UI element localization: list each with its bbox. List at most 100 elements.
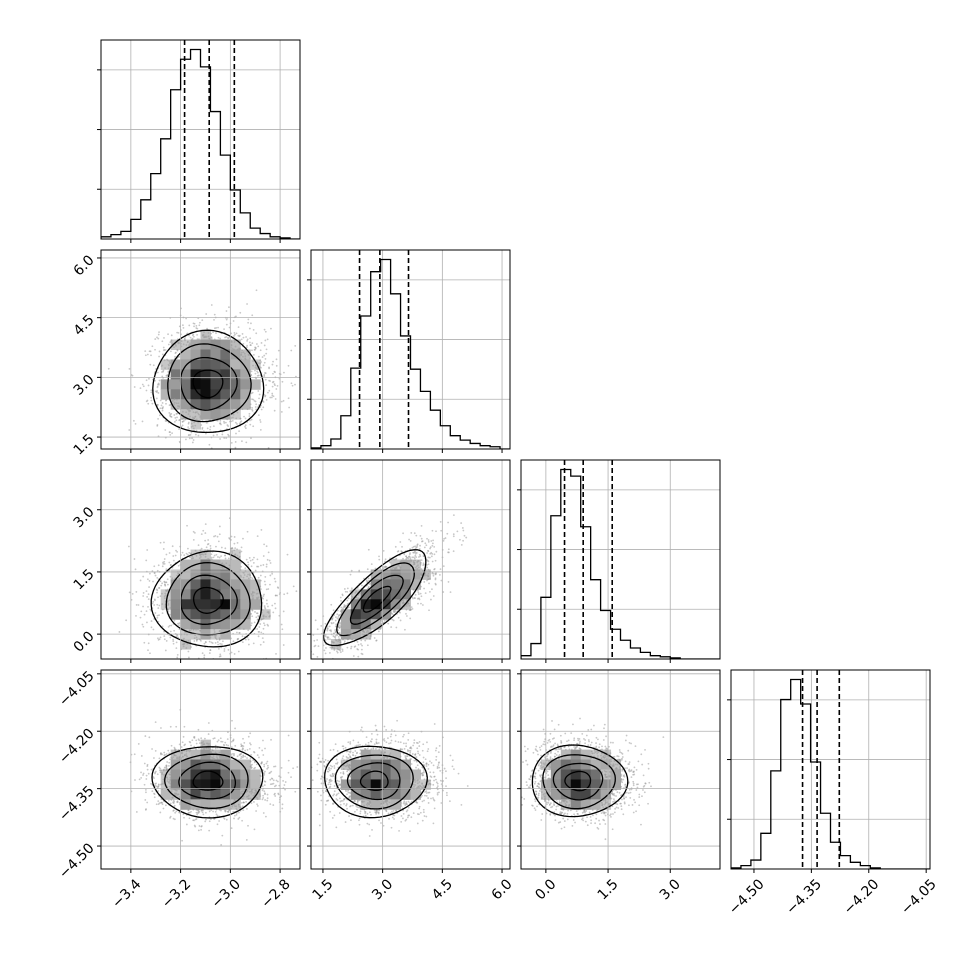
sample-point	[169, 776, 172, 779]
sample-point	[375, 812, 378, 815]
sample-point	[333, 793, 336, 796]
sample-point	[202, 741, 205, 743]
sample-point	[256, 805, 259, 807]
sample-point	[272, 779, 275, 782]
sample-point	[218, 629, 221, 632]
sample-point	[622, 795, 625, 798]
sample-point	[600, 754, 602, 757]
sample-point	[410, 532, 413, 534]
sample-point	[341, 594, 344, 597]
sample-point	[247, 561, 249, 564]
sample-point	[223, 328, 225, 331]
sample-point	[169, 403, 172, 406]
sample-point	[422, 756, 425, 759]
sample-point	[226, 738, 229, 741]
sample-point	[184, 743, 187, 746]
sample-point	[203, 642, 206, 645]
sample-point	[433, 553, 436, 556]
sample-point	[624, 760, 627, 763]
sample-point	[258, 630, 261, 633]
sample-point	[342, 799, 344, 802]
sample-point	[420, 568, 423, 570]
sample-point	[540, 745, 543, 747]
sample-point	[250, 622, 253, 625]
sample-point	[128, 591, 131, 594]
sample-point	[185, 344, 188, 346]
sample-point	[154, 785, 157, 787]
sample-point	[207, 539, 210, 541]
sample-point	[198, 742, 201, 744]
sample-point	[208, 820, 211, 823]
sample-point	[185, 750, 188, 753]
sample-point	[133, 753, 136, 756]
sample-point	[263, 622, 265, 625]
sample-point	[433, 568, 436, 570]
sample-point	[247, 577, 250, 580]
sample-point	[146, 595, 149, 598]
sample-point	[382, 549, 385, 552]
sample-point	[422, 564, 425, 566]
sample-point	[217, 643, 220, 646]
sample-point	[578, 747, 581, 750]
density-cell	[330, 639, 342, 650]
sample-point	[619, 751, 621, 753]
sample-point	[234, 744, 237, 747]
sample-point	[259, 574, 262, 577]
sample-point	[358, 823, 361, 826]
sample-point	[249, 403, 252, 406]
sample-point	[272, 372, 274, 375]
sample-point	[213, 554, 216, 557]
sample-point	[193, 335, 195, 338]
sample-point	[137, 743, 140, 745]
density-cell	[230, 769, 241, 780]
sample-point	[163, 580, 166, 583]
panel-frame	[310, 669, 511, 870]
sample-point	[209, 818, 212, 821]
y-tick-label: 1.5	[71, 566, 98, 593]
sample-point	[447, 548, 450, 551]
sample-point	[187, 413, 190, 416]
sample-point	[259, 362, 262, 365]
histogram-bars	[311, 250, 510, 449]
density-cell	[370, 569, 382, 580]
sample-point	[162, 807, 165, 810]
sample-point	[167, 603, 170, 606]
sample-point	[430, 797, 432, 800]
sample-point	[369, 805, 372, 807]
sample-point	[204, 555, 207, 558]
sample-point	[209, 636, 212, 639]
sample-point	[169, 433, 172, 436]
sample-point	[348, 766, 351, 769]
sample-point	[163, 766, 166, 769]
sample-point	[193, 745, 196, 748]
sample-point	[249, 357, 251, 360]
sample-point	[420, 791, 422, 794]
sample-point	[566, 818, 569, 821]
sample-point	[178, 622, 181, 625]
sample-point	[546, 757, 549, 760]
sample-point	[233, 339, 236, 342]
sample-point	[180, 340, 183, 343]
sample-point	[275, 358, 278, 361]
sample-point	[339, 622, 342, 625]
sample-point	[516, 771, 518, 773]
sample-point	[618, 766, 621, 768]
sample-point	[230, 344, 233, 347]
sample-point	[350, 645, 353, 648]
sample-point	[159, 580, 162, 583]
sample-point	[446, 794, 448, 797]
sample-point	[375, 747, 377, 750]
sample-point	[350, 597, 353, 600]
sample-point	[192, 416, 194, 419]
sample-point	[411, 546, 414, 549]
sample-point	[590, 750, 593, 753]
sample-point	[281, 380, 284, 383]
sample-point	[254, 766, 257, 769]
sample-point	[187, 650, 190, 653]
sample-point	[144, 799, 147, 801]
sample-point	[202, 809, 204, 812]
sample-point	[231, 752, 234, 755]
sample-point	[168, 765, 170, 767]
density-cell	[180, 589, 192, 600]
sample-point	[220, 740, 223, 743]
